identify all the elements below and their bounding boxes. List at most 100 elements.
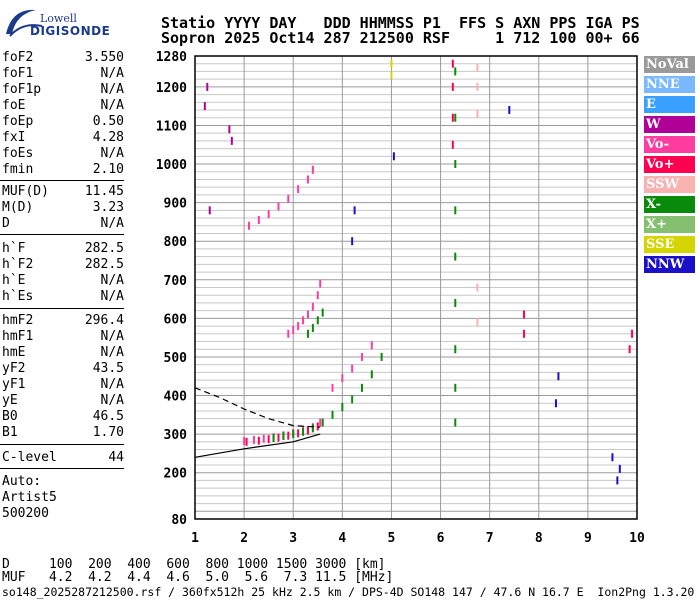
legend-item: E [644, 96, 695, 113]
data-point [454, 113, 457, 122]
data-point [243, 437, 246, 446]
data-point [616, 476, 619, 485]
param-label: yF2 [2, 361, 26, 376]
param-label: hmF1 [2, 329, 34, 344]
param-label: h`F [2, 241, 26, 256]
x-tick-label: 3 [289, 531, 297, 546]
data-point [302, 316, 305, 325]
x-tick-label: 1 [191, 531, 199, 546]
data-point [360, 352, 363, 361]
param-value: N/A [100, 393, 124, 408]
data-point [351, 237, 354, 246]
y-tick-label: 80 [171, 513, 187, 528]
data-point [454, 418, 457, 427]
legend-item: SSW [644, 176, 695, 193]
divider [0, 234, 124, 235]
data-point [380, 352, 383, 361]
param-value: N/A [100, 377, 124, 392]
data-point [252, 435, 255, 444]
param-value: N/A [100, 216, 124, 231]
data-point [316, 291, 319, 300]
data-point [206, 82, 209, 91]
param-label: foEs [2, 146, 34, 161]
param-value: 44 [108, 450, 124, 465]
data-point [390, 71, 393, 80]
param-value: N/A [100, 82, 124, 97]
param-value: 3.550 [84, 50, 124, 65]
x-tick-label: 2 [240, 531, 248, 546]
param-value: N/A [100, 66, 124, 81]
param-row: foF1 N/A [2, 66, 124, 82]
logo-brand: DIGISONDE [30, 24, 111, 38]
auto-line: Artist5 [2, 490, 57, 505]
ionogram-plot: 8020030040050060070080090010001100120012… [156, 50, 645, 546]
param-row: MUF(D) 11.45 [2, 184, 124, 200]
data-point [311, 302, 314, 311]
data-point [297, 185, 300, 194]
param-row: foF2 3.550 [2, 50, 124, 66]
y-tick-labels: 80 200 300 400 500 600 700 800 900 1000 1100 1200 12… [156, 50, 187, 528]
x-tick-label: 10 [629, 531, 645, 546]
data-point [390, 59, 393, 68]
data-point [554, 399, 557, 408]
y-tick-label: 300 [164, 428, 188, 443]
data-point [392, 152, 395, 161]
param-value: 296.4 [84, 313, 124, 328]
data-point [321, 308, 324, 317]
param-row: B1 1.70 [2, 425, 124, 441]
y-tick-label: 800 [164, 235, 188, 250]
x-tick-label: 7 [486, 531, 494, 546]
data-point [451, 113, 454, 122]
data-point [208, 206, 211, 215]
param-label: foF1p [2, 82, 42, 97]
data-point [272, 433, 275, 442]
param-row: D N/A [2, 216, 124, 232]
data-point [476, 318, 479, 327]
data-point [331, 410, 334, 419]
legend-item: SSE [644, 236, 695, 253]
data-point [228, 125, 231, 134]
param-row: yF2 43.5 [2, 361, 124, 377]
fitted-curves [194, 387, 321, 458]
data-point [316, 316, 319, 325]
param-value: N/A [100, 273, 124, 288]
param-label: hmE [2, 345, 26, 360]
parameters-panel: foF2 3.550 foF1 N/A foF1p N/A foE N/A foEp 0.… [0, 0, 126, 540]
param-row: hmE N/A [2, 345, 124, 361]
data-point [476, 82, 479, 91]
data-point [203, 102, 206, 111]
param-label: h`F2 [2, 257, 34, 272]
data-point [287, 194, 290, 203]
data-point [508, 106, 511, 115]
data-point [311, 424, 314, 433]
x-tick-labels: 1 2 3 4 5 6 7 8 9 10 [191, 531, 645, 546]
data-point [523, 329, 526, 338]
param-value: 0.50 [92, 114, 124, 129]
profile-solid-curve [194, 433, 321, 458]
param-label: foEp [2, 114, 34, 129]
param-label: h`Es [2, 289, 34, 304]
data-point [451, 140, 454, 149]
data-point [292, 325, 295, 334]
y-tick-label: 500 [164, 351, 188, 366]
divider [0, 444, 124, 445]
param-label: yE [2, 393, 18, 408]
data-point [321, 418, 324, 427]
legend-item: X+ [644, 216, 695, 233]
data-point [351, 364, 354, 373]
param-label: M(D) [2, 200, 34, 215]
param-row: h`F2 282.5 [2, 257, 124, 273]
param-row: foE N/A [2, 98, 124, 114]
data-point [230, 136, 233, 145]
y-tick-label: 1000 [156, 158, 187, 173]
param-value: 282.5 [84, 257, 124, 272]
param-row: yE N/A [2, 393, 124, 409]
param-row: fxI 4.28 [2, 130, 124, 146]
data-point [248, 221, 251, 230]
param-label: foF2 [2, 50, 34, 65]
y-tick-label: 400 [164, 390, 188, 405]
data-point [476, 109, 479, 118]
data-point [306, 175, 309, 184]
auto-line: 500200 [2, 506, 49, 521]
data-point [631, 329, 634, 338]
